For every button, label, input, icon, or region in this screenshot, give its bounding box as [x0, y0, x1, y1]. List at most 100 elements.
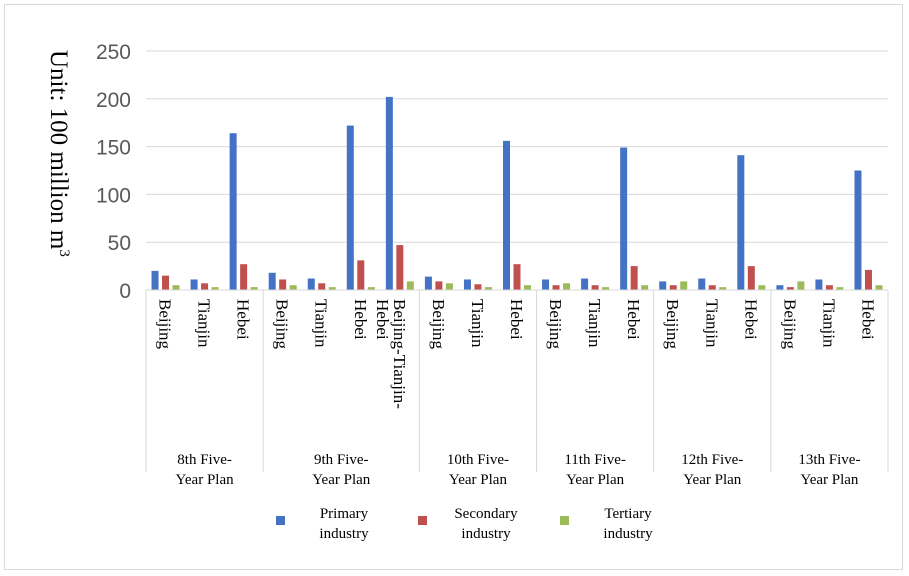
- bar: [513, 264, 521, 290]
- category-label: Beijing: [156, 299, 175, 350]
- bar: [190, 279, 198, 290]
- category-label: Hebei: [507, 299, 526, 340]
- bar: [279, 279, 287, 290]
- bar: [367, 287, 375, 290]
- legend-swatch: [276, 516, 285, 525]
- category-label: Hebei: [234, 299, 253, 340]
- bar: [307, 278, 315, 290]
- y-axis-label: Unit: 100 million m3: [45, 50, 72, 257]
- bar: [542, 279, 550, 290]
- group-label: Year Plan: [683, 472, 742, 488]
- category-label: Hebei: [741, 299, 760, 340]
- bar: [484, 287, 492, 290]
- bar: [602, 287, 610, 290]
- category-label: Beijing: [273, 299, 292, 350]
- category-label: Tianjin: [585, 299, 604, 348]
- category-label: Hebei: [858, 299, 877, 340]
- bar: [445, 283, 453, 290]
- category-label: Tianjin: [312, 299, 331, 348]
- legend-label: Tertiary: [604, 506, 652, 522]
- category-label: Hebei: [351, 299, 370, 340]
- group-label: 11th Five-: [564, 452, 626, 468]
- group-label: 13th Five-: [798, 452, 860, 468]
- group-label: Year Plan: [800, 472, 859, 488]
- bar: [357, 260, 365, 290]
- bar: [563, 283, 571, 290]
- bar: [854, 170, 862, 290]
- category-label: Beijing-Tianjin-Hebei: [373, 299, 409, 409]
- legend-label: industry: [461, 526, 511, 542]
- bar: [474, 284, 482, 290]
- y-tick-label: 50: [108, 232, 131, 255]
- bar: [289, 285, 297, 290]
- category-label: Tianjin: [468, 299, 487, 348]
- group-label: Year Plan: [566, 472, 625, 488]
- category-label: Beijing: [663, 299, 682, 350]
- bar: [151, 270, 159, 290]
- y-tick-label: 0: [119, 280, 131, 303]
- bar: [797, 281, 805, 290]
- bar: [630, 266, 638, 290]
- group-label: 9th Five-: [314, 452, 369, 468]
- y-tick-label: 250: [96, 41, 131, 64]
- bar: [747, 266, 755, 290]
- legend-swatch: [560, 516, 569, 525]
- bar: [758, 285, 766, 290]
- bar: [268, 272, 276, 290]
- bar: [708, 285, 716, 290]
- bar: [503, 140, 510, 290]
- bar: [385, 96, 393, 290]
- bar: [620, 147, 628, 290]
- legend-swatch: [418, 516, 427, 525]
- y-tick-label: 100: [96, 184, 131, 207]
- bar: [250, 287, 258, 290]
- bar: [776, 285, 784, 290]
- legend-label: Primary: [320, 506, 369, 522]
- bar: [875, 285, 883, 290]
- bar: [815, 279, 823, 290]
- group-label: 8th Five-: [177, 452, 232, 468]
- bar: [424, 276, 432, 290]
- y-tick-label: 200: [96, 89, 131, 112]
- category-label: Tianjin: [819, 299, 838, 348]
- category-label: Beijing: [429, 299, 448, 350]
- bar: [669, 285, 677, 290]
- bar: [211, 287, 219, 290]
- group-label: Year Plan: [312, 472, 371, 488]
- y-tick-label: 150: [96, 137, 131, 160]
- bar: [201, 283, 209, 290]
- category-label: Hebei: [624, 299, 643, 340]
- bar: [240, 264, 248, 290]
- bar: [318, 283, 326, 290]
- bar: [719, 287, 727, 290]
- bar: [463, 279, 471, 290]
- bar: [786, 287, 794, 290]
- category-label: Tianjin: [702, 299, 721, 348]
- bar: [435, 281, 443, 290]
- bar: [641, 285, 649, 290]
- category-label: Tianjin: [195, 299, 214, 348]
- bar: [406, 281, 414, 290]
- bar: [737, 155, 745, 290]
- legend-label: industry: [319, 526, 369, 542]
- category-label: Beijing: [546, 299, 565, 350]
- bar: [591, 285, 599, 290]
- legend-label: industry: [603, 526, 653, 542]
- bar: [172, 285, 180, 290]
- bar: [825, 285, 833, 290]
- bar: [698, 278, 706, 290]
- group-label: Year Plan: [176, 472, 235, 488]
- bar: [328, 287, 336, 290]
- group-label: 10th Five-: [447, 452, 509, 468]
- bar: [162, 275, 170, 290]
- bar: [524, 285, 531, 290]
- bar: [659, 281, 667, 290]
- category-label: Beijing: [780, 299, 799, 350]
- bar: [346, 125, 354, 291]
- bar: [581, 278, 589, 290]
- bar: [396, 245, 404, 290]
- group-label: 12th Five-: [681, 452, 743, 468]
- group-label: Year Plan: [449, 472, 508, 488]
- bar: [680, 281, 688, 290]
